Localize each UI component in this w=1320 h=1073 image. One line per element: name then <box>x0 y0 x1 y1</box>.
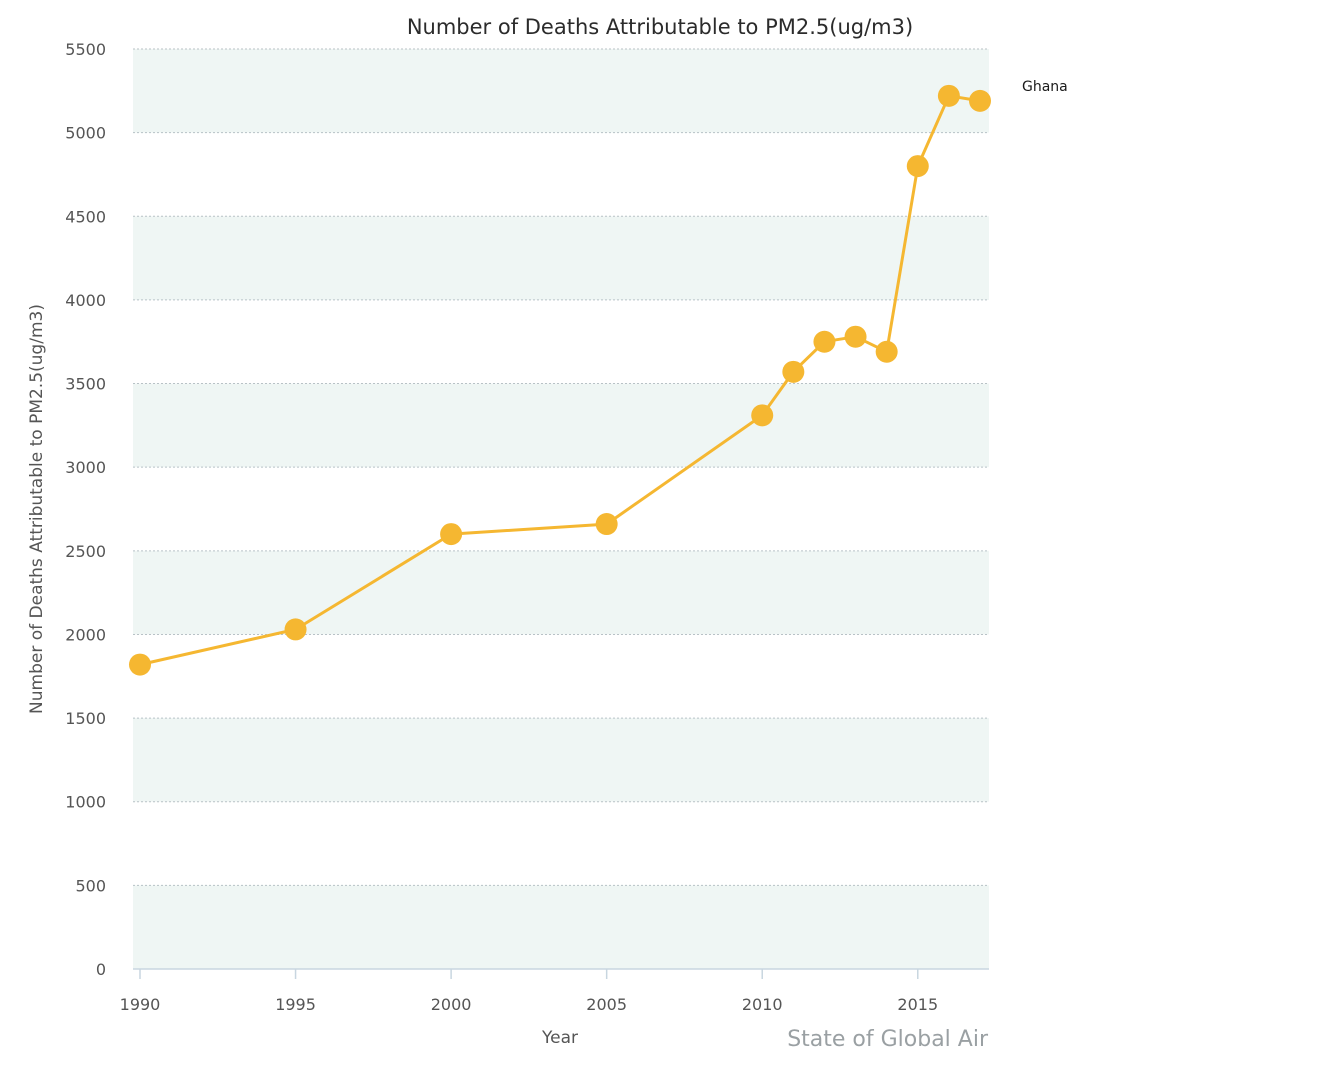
x-axis-title: Year <box>541 1028 578 1048</box>
gridlines <box>133 48 989 886</box>
x-tick-label: 2010 <box>742 995 783 1014</box>
data-point <box>751 404 774 427</box>
data-point <box>937 84 960 107</box>
data-point <box>129 653 151 676</box>
x-tick-label: 1995 <box>275 995 316 1014</box>
series-layer <box>129 84 991 676</box>
y-tick-label: 1500 <box>65 709 106 728</box>
y-tick-label: 3500 <box>65 375 106 394</box>
y-tick-label: 4500 <box>65 207 106 226</box>
data-point <box>440 523 463 546</box>
y-axis-ticks: 0 500 1000 1500 2000 2500 3000 3500 4000 4500 5000… <box>65 40 106 979</box>
data-point <box>284 618 307 641</box>
y-tick-label: 0 <box>96 960 106 979</box>
data-point <box>969 89 991 112</box>
data-point <box>844 325 867 348</box>
x-tick-label: 1990 <box>120 995 161 1014</box>
plot-band <box>133 718 989 802</box>
plot-bands <box>133 49 989 969</box>
data-point <box>782 360 805 383</box>
x-axis-ticks: 1990 1995 2000 2005 2010 2015 <box>120 969 938 1014</box>
x-tick-label: 2000 <box>431 995 472 1014</box>
plot-band <box>133 216 989 300</box>
data-point <box>875 340 898 363</box>
y-tick-label: 2500 <box>65 542 106 561</box>
chart-title: Number of Deaths Attributable to PM2.5(u… <box>407 15 913 39</box>
data-point <box>595 513 618 536</box>
y-tick-label: 4000 <box>65 291 106 310</box>
data-point <box>906 155 929 178</box>
legend-item-ghana[interactable]: Ghana <box>1022 79 1068 95</box>
plot-band <box>133 383 989 468</box>
x-tick-label: 2005 <box>586 995 627 1014</box>
plot-band <box>133 550 989 635</box>
y-tick-label: 3000 <box>65 458 106 477</box>
y-axis-title: Number of Deaths Attributable to PM2.5(u… <box>27 304 47 714</box>
y-tick-label: 1000 <box>65 793 106 812</box>
plot-band <box>133 49 989 133</box>
y-tick-label: 5000 <box>65 124 106 143</box>
y-tick-label: 2000 <box>65 625 106 644</box>
series-line <box>139 94 981 667</box>
y-tick-label: 5500 <box>65 40 106 59</box>
credit-label[interactable]: State of Global Air <box>787 1027 989 1052</box>
plot-band <box>133 885 989 969</box>
y-tick-label: 500 <box>75 876 106 895</box>
data-point <box>813 330 836 353</box>
x-tick-label: 2015 <box>897 995 938 1014</box>
